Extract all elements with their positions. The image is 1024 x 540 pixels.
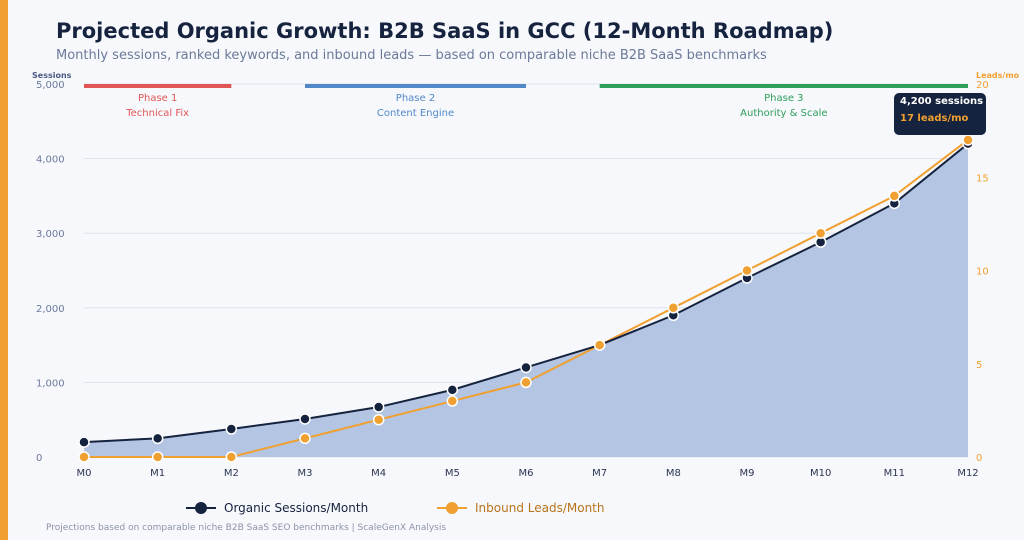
phase-label: Phase 1 — [138, 93, 177, 104]
legend-item-sessions: Organic Sessions/Month — [186, 498, 368, 518]
phase-description: Authority & Scale — [740, 108, 827, 119]
chart-title: Projected Organic Growth: B2B SaaS in GC… — [56, 19, 834, 43]
leads-point — [888, 190, 901, 202]
phase-description: Technical Fix — [125, 108, 189, 119]
x-tick-label: M8 — [666, 468, 681, 479]
y-right-tick-label: 15 — [976, 173, 989, 184]
leads-point — [520, 376, 532, 389]
phase-label: Phase 2 — [396, 93, 435, 104]
legend-leads-swatch — [437, 502, 467, 514]
sessions-point — [299, 413, 311, 425]
legend-sessions-swatch — [186, 502, 216, 514]
sessions-point — [78, 436, 90, 448]
y-left-tick-label: 0 — [36, 453, 42, 464]
y-left-tick-label: 4,000 — [36, 155, 65, 166]
phase-description: Content Engine — [377, 108, 454, 119]
leads-point — [372, 413, 385, 426]
sessions-point — [520, 361, 532, 374]
x-tick-label: M3 — [298, 468, 313, 479]
x-tick-label: M11 — [884, 468, 905, 479]
accent-bar — [0, 0, 8, 540]
annotation-leads: 17 leads/mo — [900, 113, 969, 124]
legend-item-leads: Inbound Leads/Month — [437, 498, 604, 518]
y-left-tick-label: 2,000 — [36, 304, 65, 315]
x-tick-label: M6 — [519, 468, 534, 479]
x-tick-label: M12 — [957, 468, 978, 479]
legend-sessions-label: Organic Sessions/Month — [224, 501, 369, 515]
x-tick-label: M10 — [810, 468, 831, 479]
leads-point — [151, 451, 164, 463]
y-right-tick-label: 20 — [976, 80, 989, 91]
sessions-point — [225, 423, 238, 435]
leads-point — [299, 432, 311, 445]
phase-label: Phase 3 — [764, 93, 803, 104]
x-tick-label: M2 — [224, 468, 239, 479]
y-left-tick-label: 5,000 — [36, 80, 65, 91]
y-right-tick-label: 0 — [976, 453, 982, 464]
footnote: Projections based on comparable niche B2… — [46, 523, 447, 533]
annotation-sessions: 4,200 sessions — [900, 96, 984, 107]
y-left-tick-label: 3,000 — [36, 229, 65, 240]
leads-point — [962, 134, 974, 146]
chart-subtitle: Monthly sessions, ranked keywords, and i… — [56, 48, 767, 63]
final-value-annotation: 4,200 sessions 17 leads/mo — [894, 93, 986, 135]
x-tick-label: M4 — [371, 468, 386, 479]
phase-bar — [305, 84, 526, 88]
leads-point — [667, 302, 680, 314]
leads-point — [593, 339, 606, 351]
leads-point — [446, 395, 459, 407]
y-right-tick-label: 5 — [976, 360, 982, 371]
leads-point — [225, 451, 238, 463]
x-tick-label: M7 — [592, 468, 607, 479]
leads-point — [741, 264, 753, 277]
sessions-area — [84, 143, 968, 457]
x-tick-label: M9 — [740, 468, 755, 479]
sessions-point — [372, 401, 385, 413]
y-left-axis-label: Sessions — [32, 71, 72, 80]
y-left-tick-label: 1,000 — [36, 378, 65, 389]
y-right-tick-label: 10 — [976, 267, 989, 278]
phase-bar — [84, 84, 232, 88]
legend-leads-label: Inbound Leads/Month — [475, 501, 605, 515]
sessions-point — [446, 384, 459, 396]
x-tick-label: M0 — [77, 468, 92, 479]
x-tick-label: M5 — [445, 468, 460, 479]
y-right-axis-label: Leads/mo — [976, 71, 1020, 80]
phase-bar — [599, 84, 968, 88]
leads-point — [78, 451, 90, 463]
x-tick-label: M1 — [150, 468, 165, 479]
sessions-point — [151, 432, 164, 445]
leads-point — [814, 227, 827, 239]
